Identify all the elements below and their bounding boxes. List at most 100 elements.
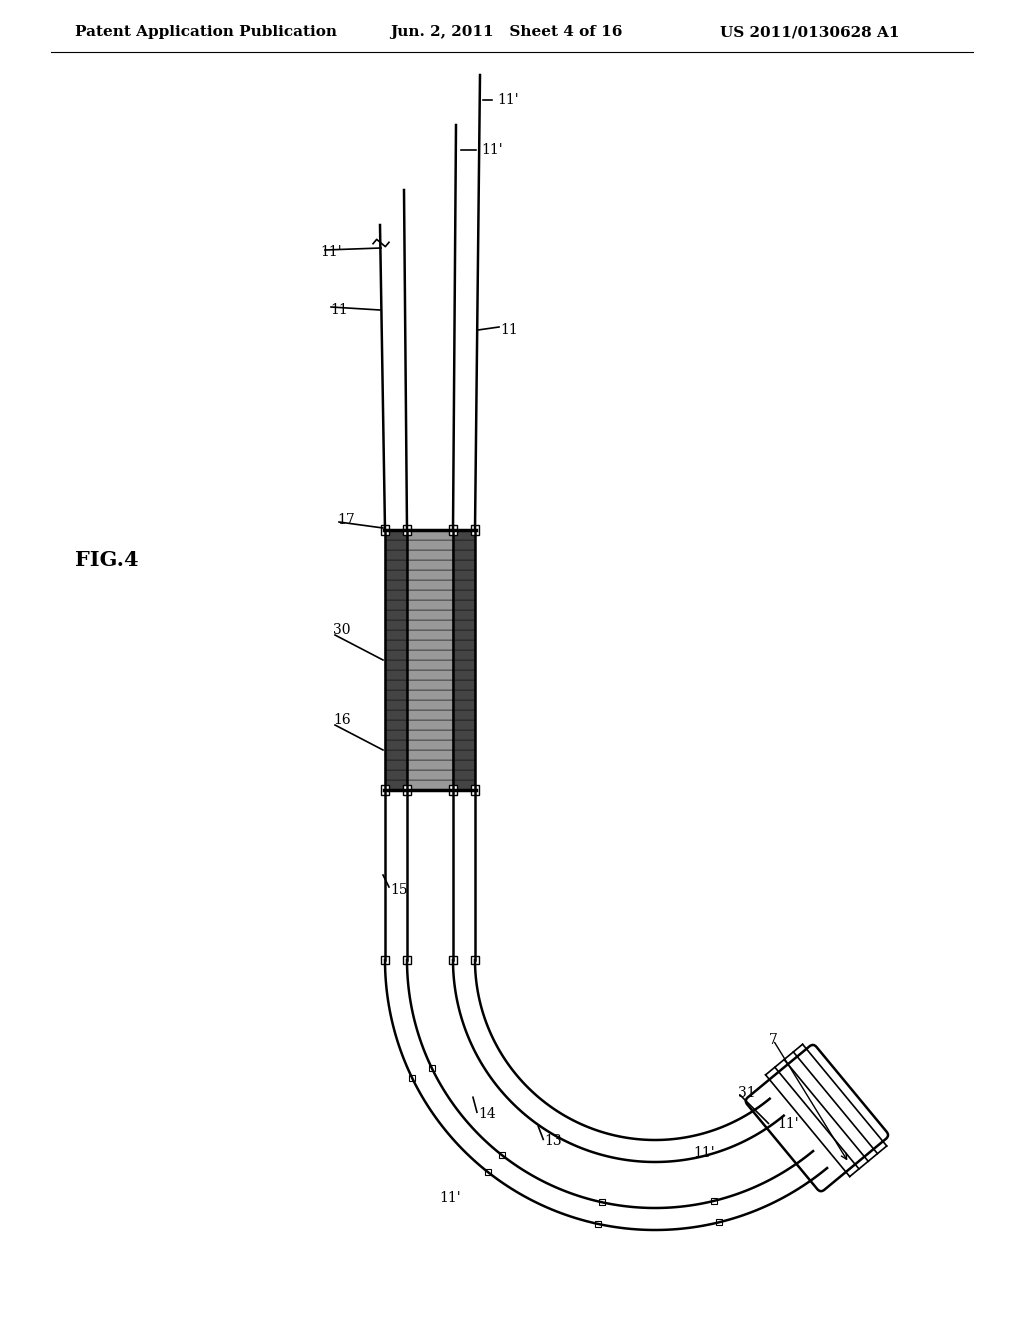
Bar: [410, 1074, 415, 1081]
Bar: [385, 780, 407, 789]
Bar: [407, 770, 453, 780]
Bar: [407, 601, 453, 610]
Text: Patent Application Publication: Patent Application Publication: [75, 25, 337, 40]
Bar: [403, 785, 411, 795]
Text: 30: 30: [333, 623, 350, 638]
Bar: [407, 660, 453, 671]
Bar: [453, 560, 475, 570]
Bar: [407, 671, 453, 680]
Text: 11': 11': [319, 246, 342, 259]
Bar: [385, 700, 407, 710]
Bar: [385, 630, 407, 640]
Bar: [407, 540, 453, 550]
Text: 11: 11: [330, 304, 348, 317]
Bar: [385, 550, 407, 560]
Bar: [381, 525, 389, 535]
Bar: [385, 710, 407, 719]
Bar: [449, 785, 457, 795]
Bar: [385, 671, 407, 680]
Bar: [385, 531, 407, 540]
Text: 11': 11': [481, 143, 503, 157]
Bar: [385, 719, 407, 730]
Bar: [385, 560, 407, 570]
Bar: [403, 525, 411, 535]
Bar: [453, 671, 475, 680]
Bar: [407, 570, 453, 579]
Bar: [407, 610, 453, 620]
Bar: [453, 601, 475, 610]
Bar: [407, 590, 453, 601]
Bar: [711, 1199, 717, 1204]
Bar: [407, 760, 453, 770]
Bar: [453, 730, 475, 741]
Text: 15: 15: [390, 883, 408, 898]
Bar: [385, 640, 407, 649]
Bar: [453, 579, 475, 590]
Bar: [453, 610, 475, 620]
Bar: [407, 750, 453, 760]
Text: 14: 14: [478, 1107, 496, 1121]
Text: 11': 11': [693, 1146, 715, 1160]
Bar: [407, 531, 453, 540]
Bar: [449, 525, 457, 535]
Bar: [407, 560, 453, 570]
Bar: [407, 630, 453, 640]
Bar: [385, 649, 407, 660]
Text: 11': 11': [439, 1192, 461, 1205]
Bar: [499, 1152, 505, 1158]
Bar: [429, 1065, 435, 1072]
Bar: [407, 640, 453, 649]
Bar: [595, 1221, 601, 1226]
Bar: [453, 780, 475, 789]
Bar: [407, 649, 453, 660]
Bar: [385, 601, 407, 610]
Text: 7: 7: [769, 1034, 777, 1047]
Bar: [453, 540, 475, 550]
Bar: [453, 620, 475, 630]
Bar: [453, 550, 475, 560]
Bar: [385, 750, 407, 760]
Bar: [385, 730, 407, 741]
Bar: [407, 710, 453, 719]
Text: 11': 11': [497, 92, 518, 107]
Bar: [599, 1200, 605, 1205]
Text: 31: 31: [738, 1086, 756, 1101]
Bar: [407, 680, 453, 690]
Text: US 2011/0130628 A1: US 2011/0130628 A1: [720, 25, 899, 40]
Bar: [453, 570, 475, 579]
Bar: [385, 570, 407, 579]
Bar: [407, 741, 453, 750]
Bar: [385, 760, 407, 770]
Bar: [453, 760, 475, 770]
Bar: [407, 620, 453, 630]
Bar: [471, 785, 479, 795]
Bar: [385, 590, 407, 601]
Text: 11: 11: [500, 323, 518, 337]
Bar: [407, 690, 453, 700]
Bar: [453, 531, 475, 540]
Bar: [453, 750, 475, 760]
Bar: [385, 610, 407, 620]
Bar: [381, 785, 389, 795]
Bar: [716, 1220, 722, 1225]
Bar: [453, 590, 475, 601]
Bar: [385, 540, 407, 550]
Bar: [385, 579, 407, 590]
Bar: [407, 550, 453, 560]
Bar: [453, 690, 475, 700]
Bar: [385, 690, 407, 700]
Bar: [453, 700, 475, 710]
Bar: [453, 660, 475, 671]
Bar: [453, 770, 475, 780]
Bar: [453, 680, 475, 690]
Bar: [385, 620, 407, 630]
Bar: [453, 719, 475, 730]
Text: 17: 17: [337, 513, 354, 527]
Bar: [453, 741, 475, 750]
Bar: [381, 956, 389, 964]
Bar: [471, 956, 479, 964]
Bar: [407, 719, 453, 730]
Bar: [407, 730, 453, 741]
Text: 11': 11': [777, 1117, 800, 1131]
Bar: [485, 1170, 492, 1175]
